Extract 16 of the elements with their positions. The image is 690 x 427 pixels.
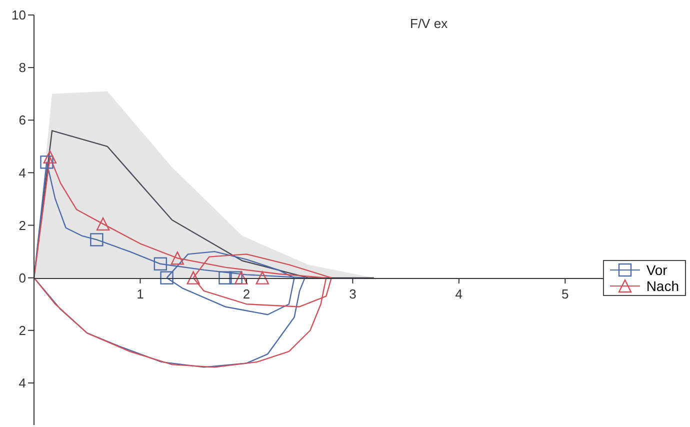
y-tick-label: 2 xyxy=(18,323,26,338)
x-tick-label: 3 xyxy=(349,286,356,302)
legend-label: Nach xyxy=(646,278,679,294)
y-tick-label: 10 xyxy=(12,8,26,23)
y-tick-label: 2 xyxy=(18,218,26,233)
y-tick-label: 4 xyxy=(18,165,26,180)
y-tick-label: 8 xyxy=(18,60,26,76)
y-tick-label: 0 xyxy=(18,270,26,286)
x-tick-label: 1 xyxy=(136,286,144,302)
legend-label: Vor xyxy=(646,262,668,278)
y-tick-label: 4 xyxy=(18,376,26,391)
y-tick-label: 6 xyxy=(18,112,26,128)
chart-title: F/V ex xyxy=(410,16,448,31)
x-tick-label: 2 xyxy=(242,286,250,302)
x-tick-label: 5 xyxy=(562,286,569,302)
x-tick-label: 4 xyxy=(455,286,463,302)
